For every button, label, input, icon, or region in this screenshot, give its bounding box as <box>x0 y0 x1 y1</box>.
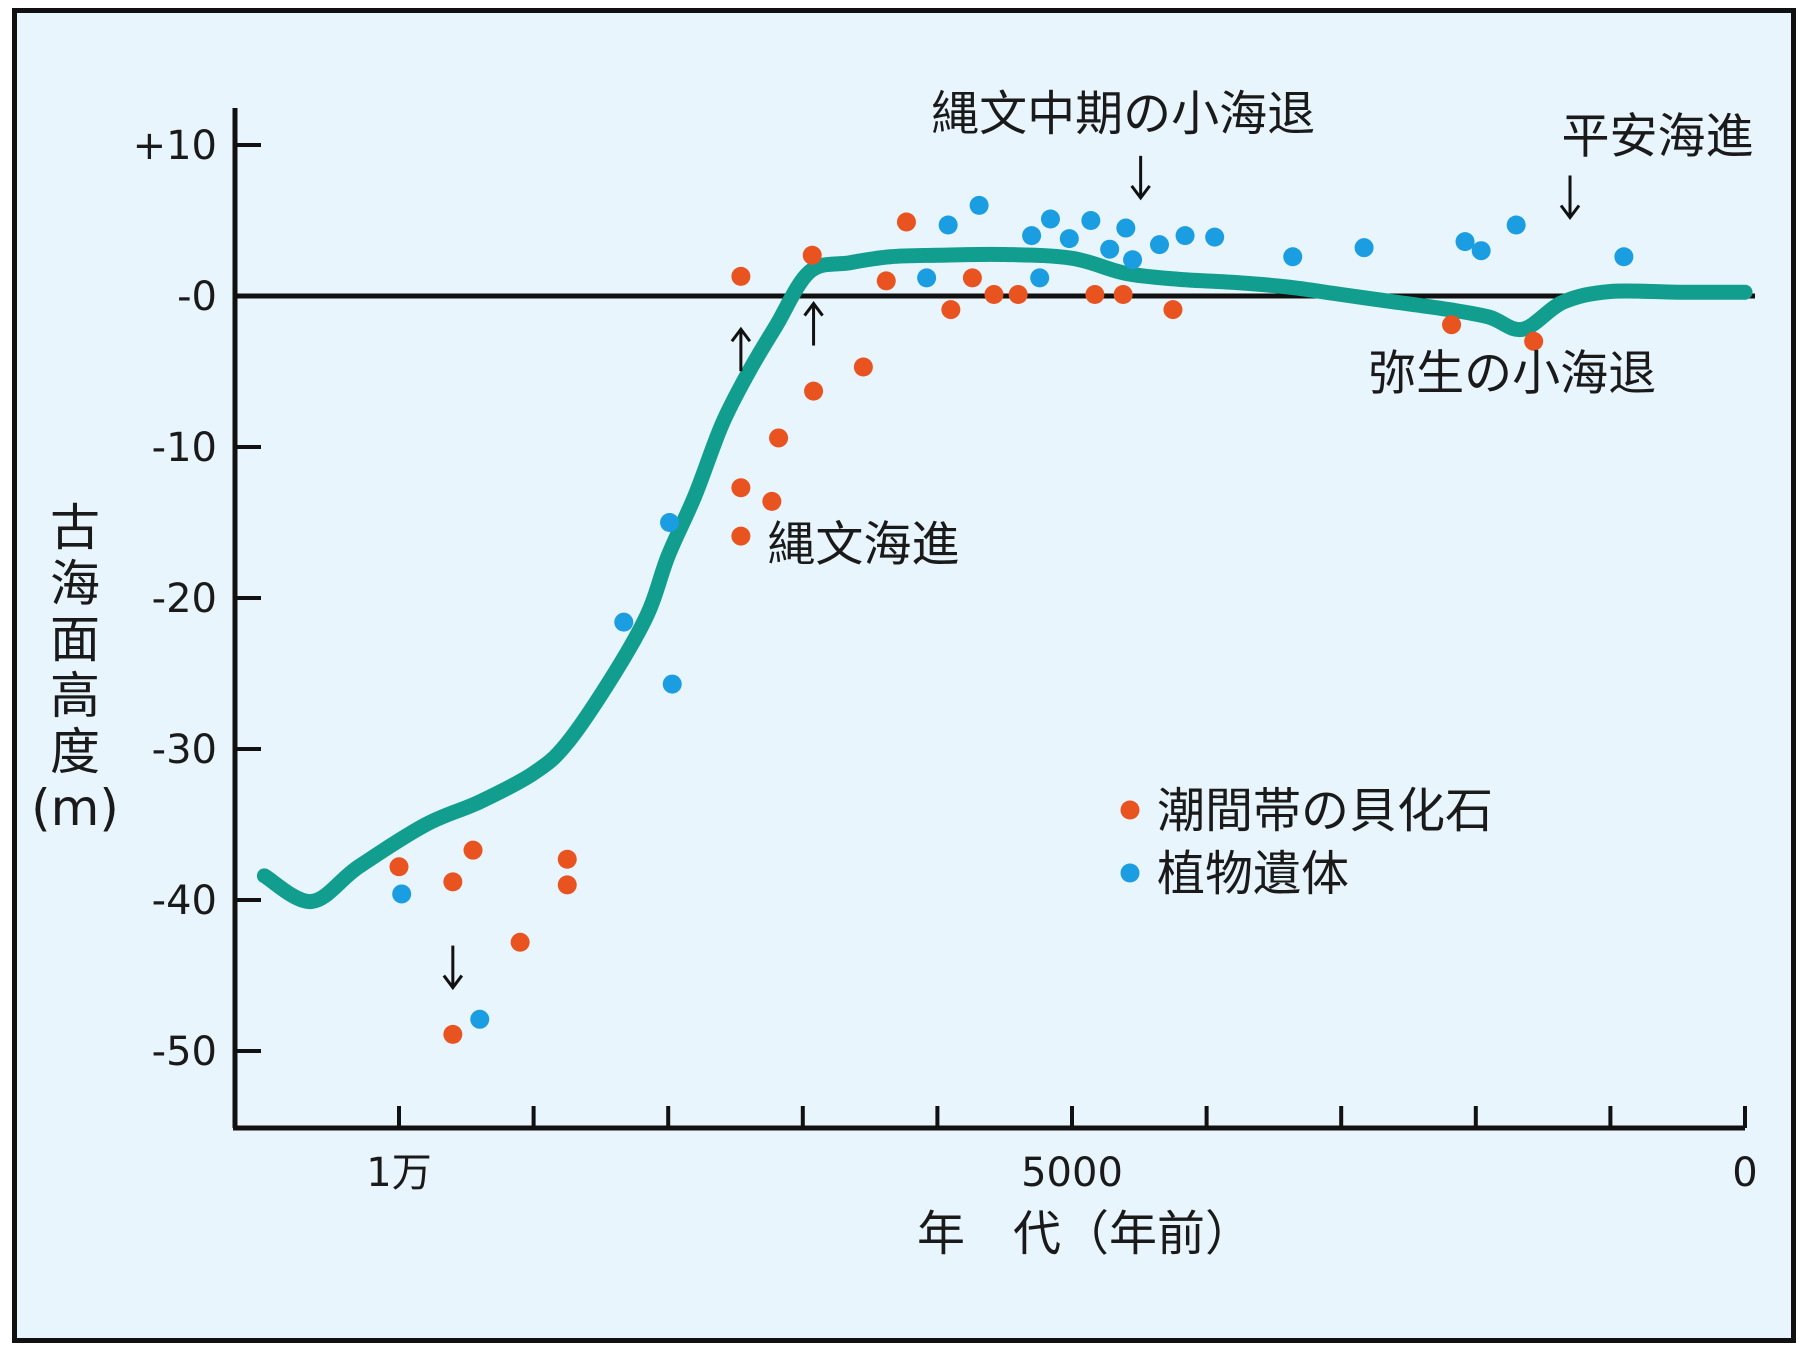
y-tick-label: -0 <box>177 274 217 320</box>
plant-remain-point <box>1455 232 1475 252</box>
points-layer <box>389 195 1634 1044</box>
shell-fossil-point <box>802 245 822 265</box>
shell-fossil-point <box>876 271 896 291</box>
curve-layer <box>256 246 1753 910</box>
shell-fossil-point <box>510 932 530 952</box>
shell-fossil-point <box>1085 284 1105 304</box>
shell-fossil-point <box>896 212 916 232</box>
plant-remain-point <box>662 674 682 694</box>
plant-remain-point <box>1100 239 1120 259</box>
shell-fossil-point <box>731 526 751 546</box>
down-arrow-icon <box>442 945 464 991</box>
plant-remain-point <box>1149 235 1169 255</box>
x-tick-label: 0 <box>1732 1150 1757 1196</box>
shell-fossil-point <box>443 1024 463 1044</box>
plant-remain-point <box>1081 211 1101 230</box>
shell-fossil-point <box>853 357 873 377</box>
shell-fossil-point <box>962 268 982 288</box>
legend-marker <box>1120 863 1140 883</box>
shell-fossil-point <box>984 284 1004 304</box>
plant-remain-point <box>1059 229 1079 249</box>
down-arrow-icon <box>1559 175 1581 220</box>
down-arrow-icon <box>1130 155 1151 201</box>
x-axis-title: 年 代（年前） <box>917 1206 1253 1262</box>
plant-remain-point <box>969 195 989 215</box>
x-tick-label: 5000 <box>1021 1150 1123 1196</box>
plant-remain-point <box>1175 226 1195 246</box>
annotation-label: 弥生の小海退 <box>1368 346 1656 402</box>
x-tick-label: 1万 <box>366 1150 431 1196</box>
legend-label: 潮間帯の貝化石 <box>1157 783 1493 839</box>
plant-remain-point <box>392 884 412 904</box>
shell-fossil-point <box>443 872 463 892</box>
y-tick-label: -20 <box>152 576 217 622</box>
plant-remain-point <box>1354 238 1374 258</box>
y-tick-label: -40 <box>152 878 217 924</box>
plant-remain-point <box>1614 247 1634 267</box>
legend-marker <box>1120 800 1140 820</box>
plant-remain-point <box>1040 209 1060 229</box>
shell-fossil-point <box>1113 284 1133 304</box>
y-tick-label: -10 <box>152 425 217 471</box>
arrow-head <box>442 974 464 991</box>
shell-fossil-point <box>762 491 782 511</box>
plant-remain-point <box>1283 247 1303 267</box>
y-axis-title-char: 高 <box>50 667 100 725</box>
shell-fossil-point <box>463 840 483 860</box>
y-axis-title-char: 度 <box>50 723 100 781</box>
plant-remain-point <box>614 612 634 632</box>
shell-fossil-point <box>731 266 751 286</box>
shell-fossil-point <box>1524 331 1544 351</box>
plant-remain-point <box>1205 227 1225 247</box>
plant-remain-point <box>1123 250 1143 270</box>
plant-remain-point <box>1022 226 1042 246</box>
up-arrow-icon <box>803 301 824 346</box>
y-tick-label: -50 <box>152 1029 217 1075</box>
shell-fossil-point <box>389 857 409 877</box>
arrow-head <box>803 301 824 317</box>
annotation-label: 縄文海進 <box>767 516 959 572</box>
shell-fossil-point <box>731 478 751 498</box>
shell-fossil-point <box>941 300 961 320</box>
legend-label: 植物遺体 <box>1157 846 1349 902</box>
up-arrow-icon <box>730 326 752 372</box>
y-tick-label: -30 <box>152 727 217 773</box>
arrow-head <box>1130 184 1151 201</box>
y-tick-label: +10 <box>133 123 217 169</box>
plant-remain-point <box>917 268 937 288</box>
plant-remain-point <box>1116 218 1136 238</box>
plant-remain-point <box>938 215 958 235</box>
shell-fossil-point <box>557 875 577 895</box>
plant-remain-point <box>660 513 680 532</box>
shell-fossil-point <box>1163 300 1183 320</box>
shell-fossil-point <box>1008 284 1028 304</box>
annotation-label: 平安海進 <box>1562 109 1754 165</box>
y-axis-title-char: 海 <box>50 555 100 613</box>
shell-fossil-point <box>769 428 789 448</box>
y-axis-title-char: 面 <box>50 611 100 669</box>
ticks: +10 -0 -10 -20 -30 -40 -50 1万 5000 0 <box>133 123 1758 1196</box>
annotation-label: 縄文中期の小海退 <box>931 86 1315 142</box>
shell-fossil-point <box>557 849 577 869</box>
plant-remain-point <box>470 1009 490 1029</box>
plant-remain-point <box>1471 241 1491 261</box>
y-axis-title-char: 古 <box>50 499 100 557</box>
sea-level-curve <box>256 246 1753 910</box>
arrow-head <box>1559 204 1581 220</box>
plant-remain-point <box>1030 268 1050 288</box>
shell-fossil-point <box>804 381 824 401</box>
y-axis-title-char: (m) <box>31 779 119 837</box>
arrow-head <box>730 326 752 343</box>
shell-fossil-point <box>1442 315 1462 335</box>
plant-remain-point <box>1506 215 1526 235</box>
